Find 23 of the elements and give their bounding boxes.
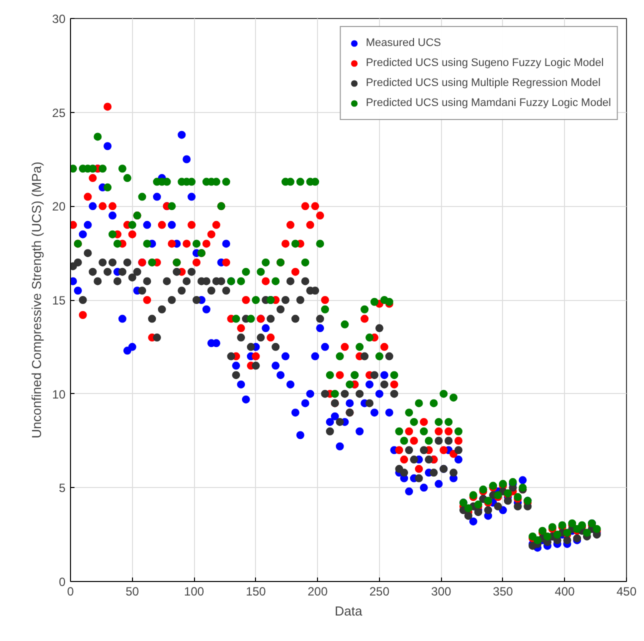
- x-tick-label: 400: [554, 584, 576, 598]
- legend-label: Measured UCS: [366, 37, 442, 49]
- x-tick-label: 0: [67, 584, 74, 598]
- x-tick-label: 50: [126, 584, 140, 598]
- y-tick-label: 0: [58, 575, 66, 589]
- x-tick-label: 250: [369, 584, 390, 598]
- y-axis-title: Unconfined Compressive Strength (UCS) (MPa): [29, 162, 44, 438]
- x-tick-label: 200: [308, 584, 328, 598]
- x-tick-label: 100: [184, 584, 204, 598]
- x-tick-label: 150: [246, 584, 266, 598]
- y-tick-label: 25: [52, 106, 66, 120]
- x-tick-label: 300: [431, 584, 452, 598]
- legend-label: Predicted UCS using Sugeno Fuzzy Logic Model: [366, 57, 604, 69]
- x-tick-label: 450: [616, 584, 637, 598]
- x-axis-title: Data: [334, 604, 363, 618]
- legend-label: Predicted UCS using Mamdani Fuzzy Logic Model: [366, 97, 611, 109]
- x-tick-label: 350: [492, 584, 514, 598]
- y-tick-label: 5: [58, 481, 66, 496]
- y-tick-label: 20: [52, 200, 66, 214]
- legend-label: Predicted UCS using Multiple Regression Model: [366, 77, 601, 89]
- y-tick-label: 15: [52, 294, 66, 308]
- y-tick-label: 30: [52, 12, 66, 26]
- y-tick-label: 10: [52, 387, 66, 402]
